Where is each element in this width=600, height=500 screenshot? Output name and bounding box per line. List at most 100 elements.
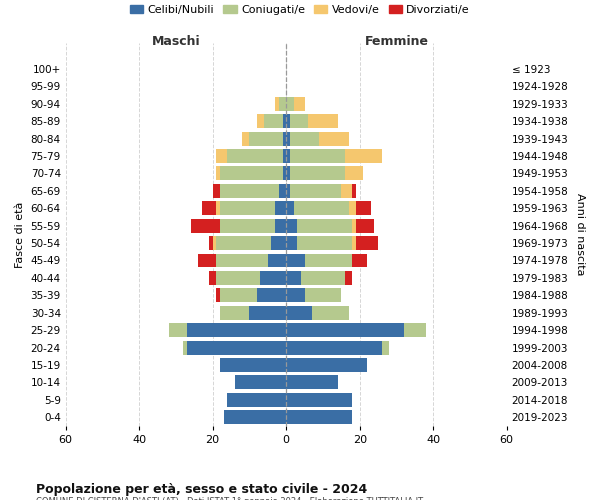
- Bar: [209, 236, 212, 250]
- Bar: [257, 288, 286, 302]
- Bar: [264, 114, 283, 128]
- Bar: [286, 306, 312, 320]
- Bar: [279, 184, 286, 198]
- Bar: [217, 288, 220, 302]
- Bar: [349, 202, 356, 215]
- Bar: [382, 340, 389, 354]
- Bar: [286, 323, 404, 337]
- Bar: [217, 236, 271, 250]
- Bar: [301, 271, 345, 285]
- Bar: [212, 236, 217, 250]
- Y-axis label: Anni di nascita: Anni di nascita: [575, 193, 585, 276]
- Bar: [341, 184, 352, 198]
- Bar: [305, 288, 341, 302]
- Bar: [286, 288, 305, 302]
- Bar: [187, 323, 286, 337]
- Bar: [235, 376, 286, 390]
- Bar: [297, 236, 352, 250]
- Bar: [198, 254, 217, 268]
- Bar: [286, 254, 305, 268]
- Bar: [191, 218, 220, 232]
- Bar: [293, 202, 349, 215]
- Bar: [283, 114, 286, 128]
- Text: Maschi: Maschi: [152, 35, 200, 48]
- Bar: [268, 254, 286, 268]
- Bar: [352, 254, 367, 268]
- Bar: [286, 149, 290, 163]
- Bar: [345, 166, 364, 180]
- Bar: [345, 149, 382, 163]
- Bar: [286, 393, 352, 407]
- Bar: [202, 202, 217, 215]
- Bar: [286, 132, 290, 145]
- Bar: [220, 218, 275, 232]
- Bar: [290, 149, 345, 163]
- Bar: [286, 410, 352, 424]
- Bar: [250, 306, 286, 320]
- Bar: [275, 218, 286, 232]
- Bar: [279, 96, 286, 110]
- Bar: [183, 340, 187, 354]
- Bar: [352, 184, 356, 198]
- Bar: [217, 254, 268, 268]
- Bar: [286, 184, 290, 198]
- Bar: [217, 202, 220, 215]
- Bar: [220, 358, 286, 372]
- Y-axis label: Fasce di età: Fasce di età: [15, 201, 25, 268]
- Bar: [286, 166, 290, 180]
- Bar: [217, 149, 227, 163]
- Bar: [286, 271, 301, 285]
- Bar: [286, 340, 382, 354]
- Bar: [286, 114, 290, 128]
- Bar: [283, 166, 286, 180]
- Bar: [286, 218, 297, 232]
- Bar: [404, 323, 426, 337]
- Bar: [220, 202, 275, 215]
- Bar: [271, 236, 286, 250]
- Bar: [308, 114, 338, 128]
- Bar: [290, 132, 319, 145]
- Bar: [227, 149, 283, 163]
- Text: Femmine: Femmine: [364, 35, 428, 48]
- Bar: [286, 96, 293, 110]
- Bar: [305, 254, 352, 268]
- Bar: [283, 132, 286, 145]
- Bar: [352, 236, 356, 250]
- Bar: [275, 96, 279, 110]
- Bar: [217, 166, 220, 180]
- Bar: [352, 218, 356, 232]
- Bar: [220, 288, 257, 302]
- Bar: [286, 202, 293, 215]
- Bar: [297, 218, 352, 232]
- Bar: [250, 132, 283, 145]
- Bar: [283, 149, 286, 163]
- Bar: [293, 96, 305, 110]
- Bar: [356, 218, 374, 232]
- Bar: [187, 340, 286, 354]
- Bar: [356, 202, 371, 215]
- Legend: Celibi/Nubili, Coniugati/e, Vedovi/e, Divorziati/e: Celibi/Nubili, Coniugati/e, Vedovi/e, Di…: [125, 0, 475, 20]
- Text: Popolazione per età, sesso e stato civile - 2024: Popolazione per età, sesso e stato civil…: [36, 482, 367, 496]
- Text: COMUNE DI CISTERNA D'ASTI (AT) - Dati ISTAT 1° gennaio 2024 - Elaborazione TUTTI: COMUNE DI CISTERNA D'ASTI (AT) - Dati IS…: [36, 498, 423, 500]
- Bar: [290, 166, 345, 180]
- Bar: [220, 184, 279, 198]
- Bar: [286, 358, 367, 372]
- Bar: [257, 114, 264, 128]
- Bar: [312, 306, 349, 320]
- Bar: [227, 393, 286, 407]
- Bar: [217, 271, 260, 285]
- Bar: [290, 184, 341, 198]
- Bar: [220, 166, 283, 180]
- Bar: [275, 202, 286, 215]
- Bar: [220, 306, 250, 320]
- Bar: [286, 376, 338, 390]
- Bar: [209, 271, 217, 285]
- Bar: [290, 114, 308, 128]
- Bar: [286, 236, 297, 250]
- Bar: [169, 323, 187, 337]
- Bar: [356, 236, 378, 250]
- Bar: [319, 132, 349, 145]
- Bar: [260, 271, 286, 285]
- Bar: [345, 271, 352, 285]
- Bar: [212, 184, 220, 198]
